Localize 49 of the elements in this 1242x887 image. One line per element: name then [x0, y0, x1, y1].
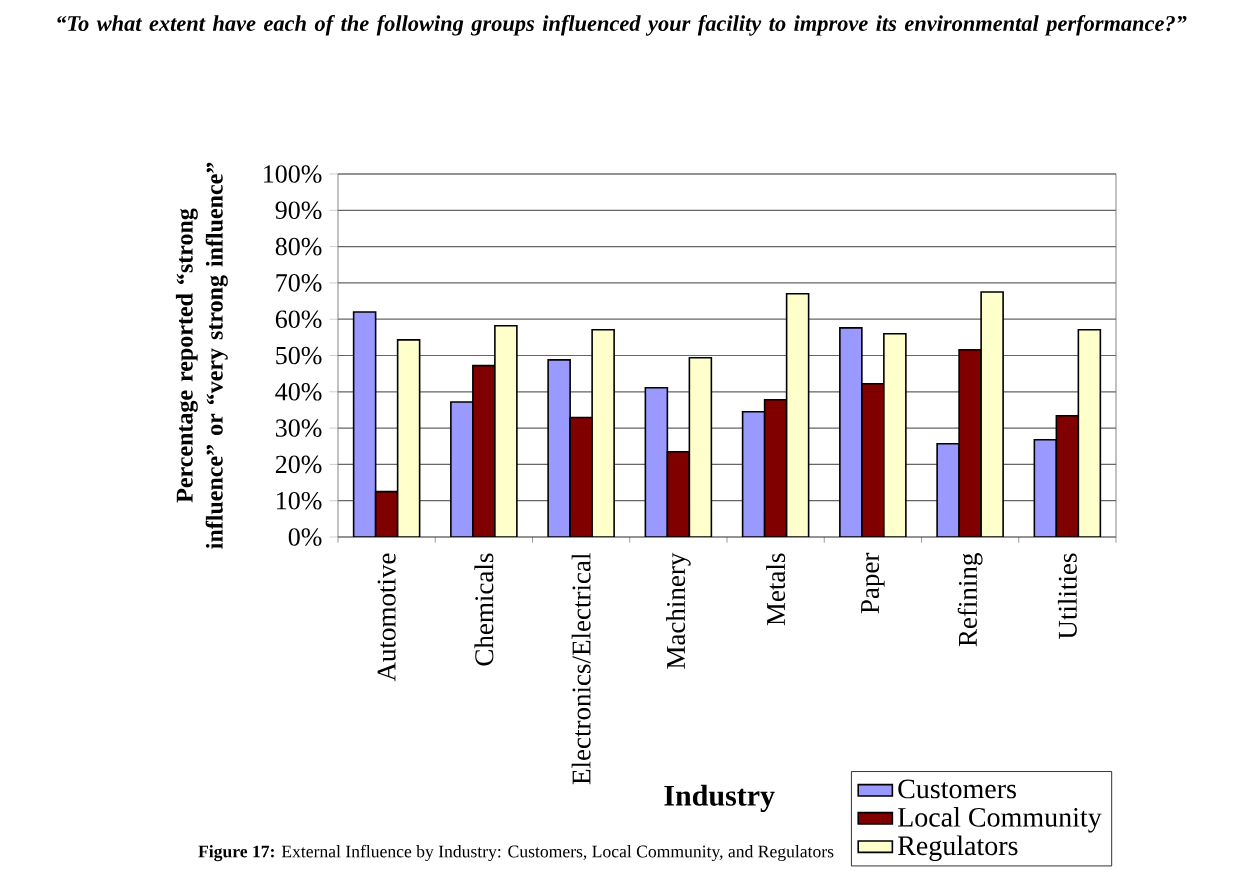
y-axis-title: Percentage reported “strong influence” or “very strong influence” [175, 162, 228, 549]
bar [959, 349, 982, 537]
bar [883, 333, 906, 537]
bar [786, 293, 809, 537]
bar [667, 451, 690, 537]
x-tick-label: Refining [957, 553, 983, 647]
bar [353, 311, 376, 537]
y-tick-label: 20% [275, 455, 322, 474]
bar [472, 365, 495, 537]
bar [742, 411, 765, 537]
bar [592, 329, 615, 537]
x-tick-label: Metals [766, 553, 786, 626]
bar [548, 359, 571, 537]
bar [689, 357, 712, 537]
x-tick-label: Machinery [666, 552, 691, 669]
y-tick-label: 100% [264, 165, 322, 183]
text: Figure 17: External Influence by Industry: Customers, Local Community, and Regulators [198, 844, 834, 862]
y-tick-label: 10% [277, 491, 322, 510]
bar [1033, 438, 1058, 537]
bar [570, 417, 593, 537]
y-tick-label: 40% [275, 382, 322, 401]
y-tick-label: 70% [276, 274, 322, 292]
x-tick-label: Automotive [377, 553, 396, 682]
legend-label: Regulators [897, 835, 1018, 861]
bar [839, 327, 862, 537]
chart-title: “To what extent have each of the following groups influenced your facility to improve its environmental performance?” [57, 15, 1187, 36]
bar [764, 399, 787, 537]
bar [861, 383, 884, 537]
x-tick-label: Utilities [1057, 553, 1077, 640]
x-tick-label: Paper [861, 552, 885, 614]
y-tick-label: 0% [288, 528, 322, 546]
bar [375, 491, 398, 537]
y-tick-label: 80% [275, 237, 322, 256]
bar [1077, 328, 1102, 537]
y-tick-label: 30% [276, 419, 322, 437]
x-tick-label: Chemicals [474, 553, 494, 666]
x-axis-title: Industry [664, 784, 775, 812]
legend-label: Local Community [897, 807, 1102, 833]
y-tick-label: 50% [276, 346, 322, 365]
bar [450, 401, 473, 537]
bar [981, 291, 1004, 537]
y-tick-label: 60% [275, 310, 322, 329]
legend-label: Customers [898, 779, 1016, 799]
bar [1055, 414, 1080, 537]
y-tick-label: 90% [275, 201, 322, 220]
bar [494, 325, 517, 537]
x-tick-label: Electronics/Electrical [571, 553, 591, 785]
bar [397, 339, 420, 537]
bar [645, 387, 668, 537]
